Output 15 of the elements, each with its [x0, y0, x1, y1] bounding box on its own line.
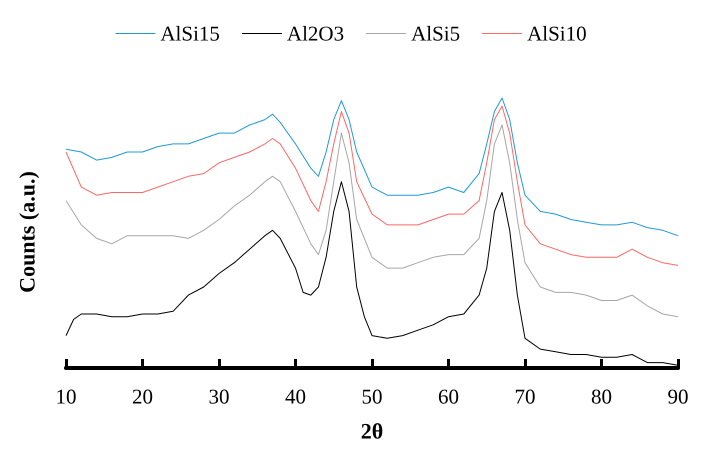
- legend-label: AlSi10: [527, 22, 587, 46]
- x-tick-label: 50: [362, 384, 382, 408]
- x-tick-label: 70: [514, 384, 536, 408]
- legend-label: AlSi5: [411, 22, 460, 46]
- x-tick-label: 90: [668, 384, 688, 408]
- x-tick-label: 30: [208, 384, 230, 408]
- x-tick-label: 60: [438, 384, 459, 408]
- x-tick-label: 80: [591, 384, 612, 408]
- x-tick-label: 10: [56, 384, 76, 408]
- x-tick-label: 40: [285, 384, 306, 408]
- y-axis-title: Counts (a.u.): [14, 171, 40, 293]
- legend-label: Al2O3: [286, 22, 344, 46]
- x-axis-title: 2θ: [360, 418, 384, 444]
- legend-label: AlSi15: [160, 22, 220, 46]
- x-tick-label: 20: [132, 384, 153, 408]
